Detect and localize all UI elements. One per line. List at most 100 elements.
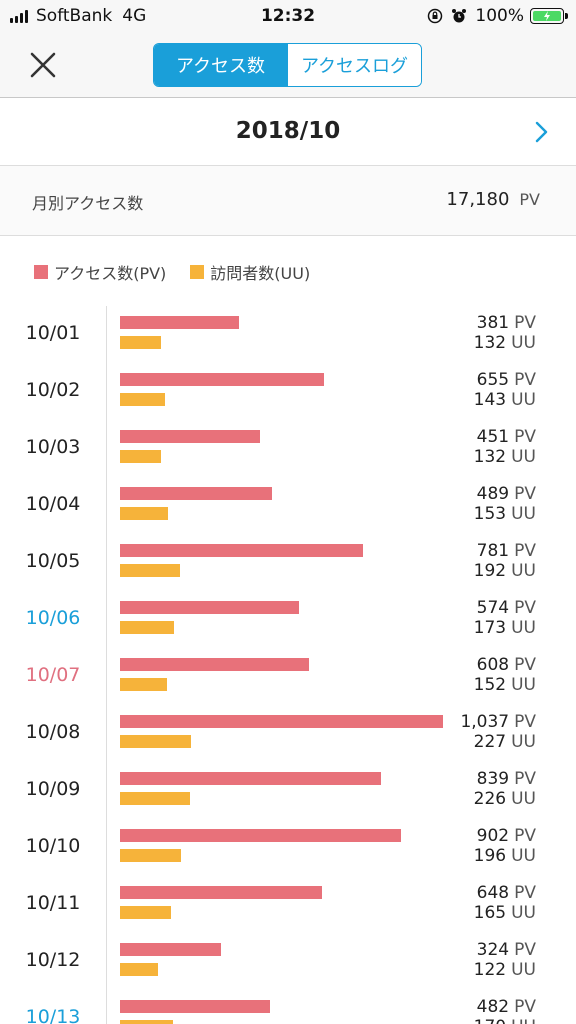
uu-bar	[120, 507, 168, 520]
pv-value-number: 648	[476, 883, 510, 903]
pv-bar	[120, 316, 239, 329]
monthly-value-unit: PV	[519, 190, 540, 209]
date-label: 10/10	[25, 835, 81, 857]
uu-value-unit: UU	[511, 846, 536, 866]
uu-value-number: 132	[473, 447, 507, 467]
uu-value-unit: UU	[511, 390, 536, 410]
pv-bar	[120, 829, 401, 842]
uu-value-number: 170	[474, 1017, 506, 1024]
pv-value-number: 1,037	[460, 712, 510, 732]
pv-value: 839 PV	[416, 769, 536, 789]
pv-value-unit: PV	[514, 712, 536, 732]
pv-value-unit: PV	[514, 655, 536, 675]
pv-value: 1,037 PV	[416, 712, 536, 732]
uu-bar	[120, 336, 162, 349]
month-header: 2018/10	[0, 98, 576, 166]
uu-value: 122 UU	[416, 960, 536, 980]
pv-value-number: 324	[476, 940, 510, 960]
chart-row: 10/02 655 PV 143 UU	[0, 363, 576, 420]
alarm-icon	[452, 9, 467, 23]
pv-bar	[120, 772, 382, 785]
uu-value-number: 122	[473, 960, 507, 980]
uu-value-number: 152	[473, 675, 507, 695]
uu-value-number: 143	[473, 390, 507, 410]
uu-value-number: 173	[473, 618, 507, 638]
date-label: 10/07	[25, 664, 81, 686]
date-label: 10/11	[25, 892, 81, 914]
status-right: 100%	[427, 6, 568, 26]
uu-value-unit: UU	[511, 447, 536, 467]
pv-value-number: 482	[476, 997, 510, 1017]
uu-bar	[120, 678, 168, 691]
pv-value-number: 839	[476, 769, 510, 789]
battery-percent: 100%	[475, 6, 524, 26]
uu-bar	[120, 792, 191, 805]
signal-icon	[10, 9, 30, 23]
chart-row: 10/04 489 PV 153 UU	[0, 477, 576, 534]
close-icon[interactable]	[26, 48, 60, 82]
chart-row: 10/10 902 PV 196 UU	[0, 819, 576, 876]
chart-row: 10/13482PV170UU	[0, 990, 576, 1024]
date-label: 10/03	[25, 436, 81, 458]
uu-value: 153 UU	[416, 504, 536, 524]
uu-value-number: 226	[473, 789, 507, 809]
monthly-value-number: 17,180	[446, 189, 510, 210]
pv-bar	[120, 487, 273, 500]
nav-bar: アクセス数 アクセスログ	[0, 32, 576, 98]
pv-value-unit: PV	[514, 427, 536, 447]
legend-item-pv: アクセス数(PV)	[34, 260, 166, 284]
chart-row: 10/12 324 PV 122 UU	[0, 933, 576, 990]
chevron-right-icon[interactable]	[532, 120, 550, 144]
pv-value: 608 PV	[416, 655, 536, 675]
uu-value: 152 UU	[416, 675, 536, 695]
legend-label-uu: 訪問者数(UU)	[210, 264, 311, 283]
uu-value-unit: UU	[511, 960, 536, 980]
date-label: 10/08	[25, 721, 81, 743]
chart-row: 10/03 451 PV 132 UU	[0, 420, 576, 477]
pv-value-number: 574	[476, 598, 510, 618]
pv-value: 655 PV	[416, 370, 536, 390]
pv-value-unit: PV	[514, 883, 536, 903]
battery-icon	[530, 8, 568, 24]
carrier-name: SoftBank	[36, 6, 113, 26]
uu-bar	[120, 849, 182, 862]
uu-value: 170 UU	[416, 1017, 536, 1024]
uu-bar	[120, 450, 162, 463]
date-label: 10/12	[25, 949, 81, 971]
pv-bar	[120, 886, 322, 899]
legend-swatch-pv	[34, 265, 48, 279]
chart-row: 10/11 648 PV 165 UU	[0, 876, 576, 933]
pv-bar	[120, 658, 310, 671]
date-label: 10/04	[25, 493, 81, 515]
pv-value: 451 PV	[416, 427, 536, 447]
uu-value-unit: UU	[511, 561, 536, 581]
pv-value-unit: PV	[514, 541, 536, 561]
pv-value-unit: PV	[514, 598, 536, 618]
tab-access-count[interactable]: アクセス数	[154, 44, 287, 86]
date-label: 10/05	[25, 550, 81, 572]
uu-value: 227 UU	[416, 732, 536, 752]
uu-value: 173 UU	[416, 618, 536, 638]
date-label: 10/09	[25, 778, 81, 800]
uu-bar	[120, 963, 158, 976]
uu-bar	[120, 621, 174, 634]
uu-value-number: 132	[473, 333, 507, 353]
uu-bar	[120, 564, 180, 577]
pv-value-number: 381	[476, 313, 510, 333]
chart-row: 10/06 574 PV 173 UU	[0, 591, 576, 648]
uu-value-unit: UU	[511, 504, 536, 524]
date-label: 10/02	[25, 379, 81, 401]
pv-value-number: 451	[476, 427, 510, 447]
chart-row: 10/09 839 PV 226 UU	[0, 762, 576, 819]
pv-value: 324 PV	[416, 940, 536, 960]
charging-bolt-icon	[544, 11, 550, 21]
uu-value-number: 192	[473, 561, 507, 581]
pv-bar	[120, 430, 261, 443]
pv-value-unit: PV	[514, 484, 536, 504]
tab-access-log[interactable]: アクセスログ	[287, 44, 421, 86]
pv-value: 574 PV	[416, 598, 536, 618]
pv-value: 381 PV	[416, 313, 536, 333]
pv-value-unit: PV	[514, 769, 536, 789]
monthly-total-row: 月別アクセス数 17,180 PV	[0, 166, 576, 236]
uu-value: 192 UU	[416, 561, 536, 581]
